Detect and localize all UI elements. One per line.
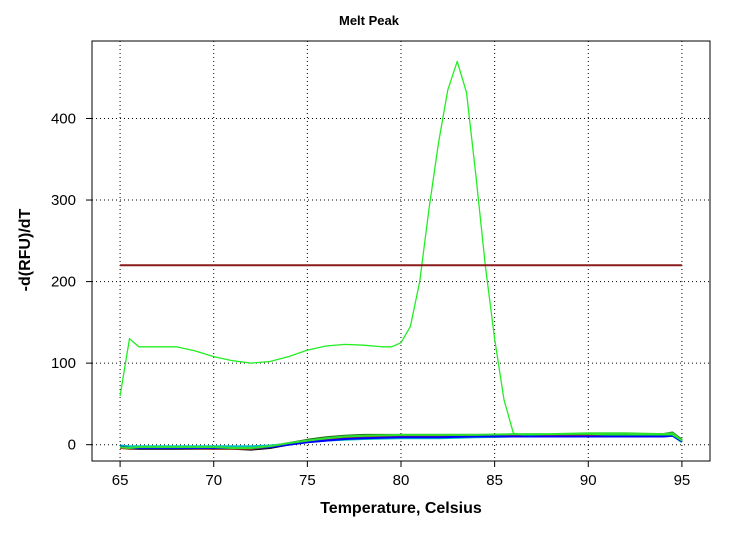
x-tick-label: 70 [205, 472, 222, 489]
series-line [120, 432, 683, 449]
x-axis-label: Temperature, Celsius [320, 500, 482, 517]
y-tick-label: 100 [51, 355, 76, 372]
y-tick-label: 400 [51, 110, 76, 127]
y-tick-label: 200 [51, 274, 76, 291]
y-axis-label: -d(RFU)/dT [17, 208, 34, 292]
x-tick-label: 80 [393, 472, 410, 489]
x-tick-label: 75 [299, 472, 316, 489]
x-tick-label: 90 [580, 472, 597, 489]
series-line [119, 60, 683, 442]
chart-title: Melt Peak [339, 13, 399, 28]
x-tick-label: 85 [486, 472, 503, 489]
x-tick-label: 65 [112, 472, 129, 489]
y-tick-label: 300 [51, 192, 76, 209]
y-tick-label: 0 [68, 437, 76, 454]
x-tick-label: 95 [674, 472, 691, 489]
plot-area-frame [91, 40, 711, 462]
